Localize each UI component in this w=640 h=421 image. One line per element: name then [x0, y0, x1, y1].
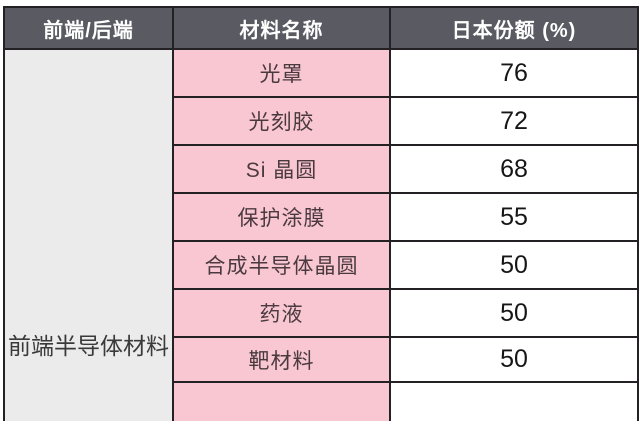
table-row-cutoff [4, 381, 639, 421]
share-cell-cutoff [389, 381, 639, 421]
material-cell: 光刻胶 [172, 96, 391, 146]
material-cell: Si 晶圆 [172, 144, 391, 194]
category-label: 前端半导体材料 [8, 333, 169, 359]
material-cell: 药液 [172, 288, 391, 338]
header-frontend-backend: 前端/后端 [3, 6, 174, 50]
material-cell-cutoff [172, 381, 391, 421]
material-cell: 保护涂膜 [172, 192, 391, 242]
share-cell: 76 [389, 48, 639, 98]
header-japan-share: 日本份额 (%) [389, 6, 639, 50]
share-cell: 50 [389, 336, 639, 383]
share-cell: 72 [389, 96, 639, 146]
table-row: 保护涂膜 55 [4, 192, 639, 242]
share-cell: 68 [389, 144, 639, 194]
header-row: 前端/后端 材料名称 日本份额 (%) [3, 6, 639, 50]
table-row: 药液 50 [4, 288, 639, 338]
table-row: 合成半导体晶圆 50 [4, 240, 639, 290]
category-cell: 前端半导体材料 [3, 48, 174, 421]
material-cell: 合成半导体晶圆 [172, 240, 391, 290]
table-row: 光刻胶 72 [4, 96, 639, 146]
table-row: Si 晶圆 68 [4, 144, 639, 194]
material-cell: 靶材料 [172, 336, 391, 383]
share-cell: 55 [389, 192, 639, 242]
share-cell: 50 [389, 288, 639, 338]
japan-materials-share-table: 前端/后端 材料名称 日本份额 (%) 前端半导体材料 光罩 76 光刻胶 72… [3, 6, 639, 421]
table-row: 靶材料 50 [4, 336, 639, 383]
table-row: 前端半导体材料 光罩 76 [3, 48, 639, 421]
header-material-name: 材料名称 [172, 6, 391, 50]
material-cell: 光罩 [172, 48, 391, 98]
share-cell: 50 [389, 240, 639, 290]
